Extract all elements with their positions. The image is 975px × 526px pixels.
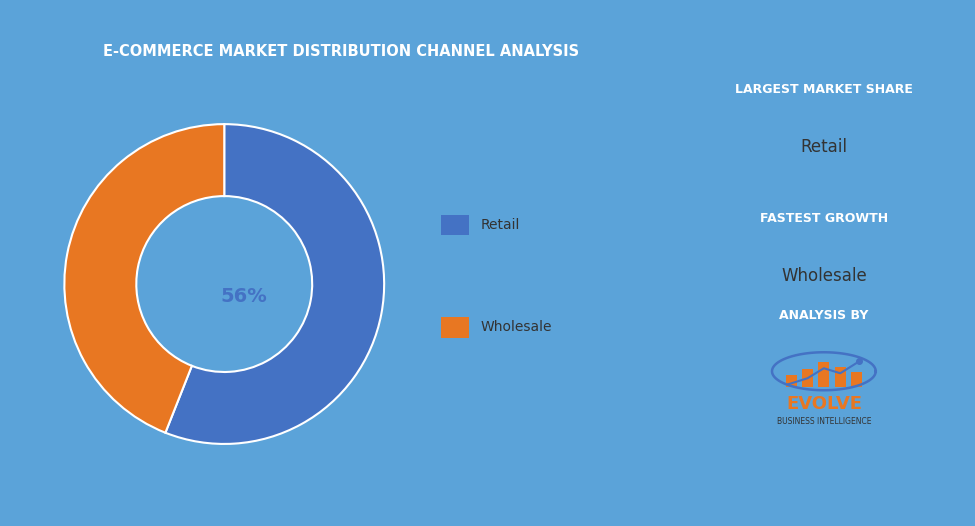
Bar bbox=[835, 367, 845, 387]
Wedge shape bbox=[64, 124, 224, 433]
Text: E-COMMERCE MARKET DISTRIBUTION CHANNEL ANALYSIS: E-COMMERCE MARKET DISTRIBUTION CHANNEL A… bbox=[103, 44, 579, 59]
Text: 56%: 56% bbox=[220, 287, 267, 306]
Wedge shape bbox=[166, 124, 384, 444]
Text: Wholesale: Wholesale bbox=[781, 267, 867, 285]
Text: BUSINESS INTELLIGENCE: BUSINESS INTELLIGENCE bbox=[777, 417, 871, 426]
Bar bbox=[441, 317, 469, 338]
Text: EVOLVE: EVOLVE bbox=[786, 395, 862, 413]
Bar bbox=[818, 362, 830, 387]
Bar bbox=[851, 372, 862, 387]
Text: ANALYSIS BY: ANALYSIS BY bbox=[779, 309, 869, 322]
Text: FASTEST GROWTH: FASTEST GROWTH bbox=[760, 212, 888, 225]
Text: LARGEST MARKET SHARE: LARGEST MARKET SHARE bbox=[735, 83, 913, 96]
Text: Retail: Retail bbox=[800, 138, 847, 156]
Text: Wholesale: Wholesale bbox=[481, 320, 552, 335]
Bar bbox=[441, 215, 469, 235]
Text: Retail: Retail bbox=[481, 218, 520, 232]
Bar bbox=[786, 375, 797, 387]
Bar bbox=[802, 369, 813, 387]
